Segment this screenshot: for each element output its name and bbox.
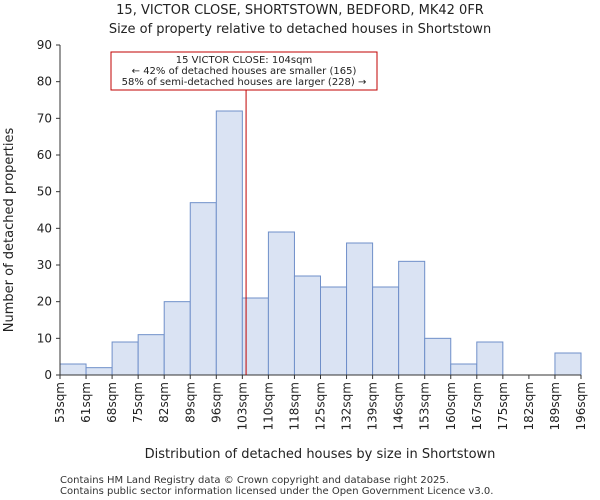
x-tick-label-125sqm: 125sqm: [314, 382, 328, 430]
y-axis-ticks: 0 10 20 30 40 50 60 70 80 90: [37, 38, 60, 382]
bar-160sqm: [450, 363, 478, 376]
y-tick-label: 40: [37, 221, 52, 235]
x-axis-label: Distribution of detached houses by size …: [145, 447, 496, 462]
x-tick-label-53sqm: 53sqm: [53, 382, 67, 423]
bar-118sqm: [293, 275, 322, 376]
y-tick-label: 0: [44, 368, 52, 382]
bars-group: [59, 110, 582, 376]
x-tick-label-110sqm: 110sqm: [261, 382, 275, 430]
annotation-border: [110, 51, 378, 91]
annotation-line1: 15 VICTOR CLOSE: 104sqm: [176, 55, 312, 66]
x-tick-label-103sqm: 103sqm: [235, 382, 249, 430]
bar-153sqm: [424, 337, 452, 376]
bar-89sqm: [189, 202, 217, 376]
chart-title: 15, VICTOR CLOSE, SHORTSTOWN, BEDFORD, M…: [116, 3, 484, 18]
x-tick-label-68sqm: 68sqm: [105, 382, 119, 423]
bar-53sqm: [59, 363, 87, 376]
x-tick-label-175sqm: 175sqm: [496, 382, 510, 430]
chart-subtitle: Size of property relative to detached ho…: [109, 22, 491, 37]
bar-189sqm: [554, 352, 582, 376]
y-axis-label: Number of detached properties: [2, 128, 17, 333]
bar-68sqm: [111, 341, 139, 376]
x-tick-label-82sqm: 82sqm: [157, 382, 171, 423]
x-tick-label-139sqm: 139sqm: [366, 382, 380, 430]
x-tick-label-118sqm: 118sqm: [287, 382, 301, 430]
bar-82sqm: [163, 301, 191, 376]
annotation-line2: ← 42% of detached houses are smaller (16…: [132, 66, 357, 77]
bar-146sqm: [398, 260, 426, 376]
y-tick-label: 70: [37, 111, 52, 125]
bar-110sqm: [267, 231, 295, 376]
x-tick-label-146sqm: 146sqm: [392, 382, 406, 430]
x-tick-label-196sqm: 196sqm: [574, 382, 588, 430]
x-tick-label-189sqm: 189sqm: [548, 382, 562, 430]
bar-125sqm: [320, 286, 348, 376]
x-axis-ticks: 53sqm 61sqm 68sqm 75sqm 82sqm 89sqm 96sqm 103sq…: [53, 375, 588, 430]
x-tick-label-61sqm: 61sqm: [79, 382, 93, 423]
bar-75sqm: [137, 334, 165, 376]
footer-line2: Contains public sector information licen…: [60, 486, 493, 497]
bar-61sqm: [85, 367, 113, 376]
annotation-box: 15 VICTOR CLOSE: 104sqm ← 42% of detache…: [110, 51, 378, 91]
y-tick-label: 80: [37, 75, 52, 89]
y-tick-label: 60: [37, 148, 52, 162]
y-tick-label: 50: [37, 185, 52, 199]
x-tick-label-153sqm: 153sqm: [418, 382, 432, 430]
bar-132sqm: [346, 242, 374, 376]
footer-line1: Contains HM Land Registry data © Crown c…: [60, 475, 449, 486]
x-tick-label-75sqm: 75sqm: [131, 382, 145, 423]
bar-167sqm: [476, 341, 504, 376]
y-tick-label: 90: [37, 38, 52, 52]
bar-96sqm: [215, 110, 243, 376]
y-tick-label: 30: [37, 258, 52, 272]
bar-139sqm: [372, 286, 400, 376]
x-tick-label-96sqm: 96sqm: [209, 382, 223, 423]
x-tick-label-89sqm: 89sqm: [183, 382, 197, 423]
y-tick-label: 20: [37, 295, 52, 309]
x-tick-label-132sqm: 132sqm: [340, 382, 354, 430]
x-tick-label-160sqm: 160sqm: [444, 382, 458, 430]
x-tick-label-167sqm: 167sqm: [470, 382, 484, 430]
y-tick-label: 10: [37, 331, 52, 345]
x-tick-label-182sqm: 182sqm: [522, 382, 536, 430]
annotation-line3: 58% of semi-detached houses are larger (…: [122, 77, 367, 88]
